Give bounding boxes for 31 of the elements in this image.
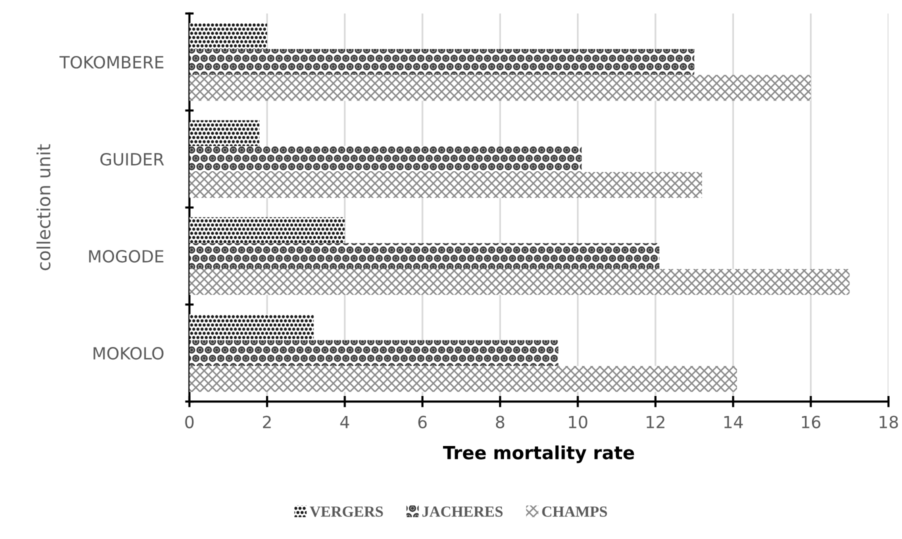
legend-label: VERGERS [310,506,383,517]
bar [189,74,811,101]
bar [189,314,314,340]
x-tick-label: 0 [185,416,194,428]
bar [189,340,558,366]
x-tick-label: 8 [496,416,504,428]
x-tick-label: 2 [263,416,271,428]
x-tick-label: 10 [569,416,588,428]
bar [189,49,694,75]
x-tick-label: 18 [880,416,898,428]
x-tick-label: 14 [724,416,743,428]
bar [189,23,268,50]
bar [189,243,660,269]
legend-label: JACHERES [422,506,503,517]
bar [189,268,850,295]
bar [189,217,345,244]
legend-label: CHAMPS [542,506,607,517]
y-tick-label: GUIDER [100,152,164,166]
x-tick-label: 12 [646,416,664,428]
y-tick-label: TOKOMBERE [59,56,164,69]
y-tick-label: MOKOLO [94,347,164,360]
x-tick-label: 16 [802,416,820,428]
x-tick-label: 4 [340,416,350,428]
bar [189,172,702,198]
x-tick-label: 6 [418,416,427,428]
x-axis-title: Tree mortality rate [443,445,634,464]
y-tick-label: MOGODE [89,250,164,263]
bar [189,366,738,392]
bar [189,120,260,146]
y-axis-title: collection unit [36,144,50,270]
bar [189,146,582,172]
